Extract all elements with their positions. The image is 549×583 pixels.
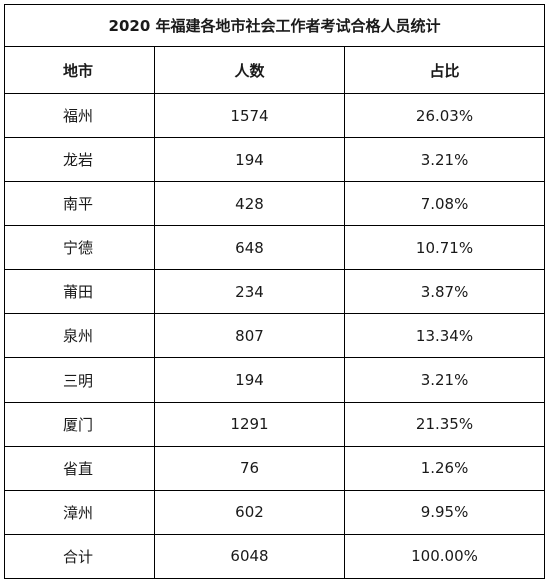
statistics-table: 2020 年福建各地市社会工作者考试合格人员统计 地市 人数 占比 福州 157… xyxy=(3,4,546,580)
total-label-cell: 合计 xyxy=(4,533,155,580)
table-row: 莆田 234 3.87% xyxy=(4,269,546,315)
share-cell: 13.34% xyxy=(343,313,546,359)
count-cell: 76 xyxy=(154,445,345,491)
share-cell: 3.21% xyxy=(343,357,546,403)
count-cell: 602 xyxy=(154,489,345,535)
table-row: 福州 1574 26.03% xyxy=(4,92,546,139)
count-cell: 428 xyxy=(154,181,345,227)
count-cell: 807 xyxy=(154,313,345,359)
count-cell: 194 xyxy=(154,137,345,183)
share-cell: 21.35% xyxy=(343,401,546,447)
header-row: 地市 人数 占比 xyxy=(4,46,546,94)
total-count-cell: 6048 xyxy=(154,533,345,580)
table-row: 南平 428 7.08% xyxy=(4,181,546,227)
region-cell: 南平 xyxy=(4,181,155,227)
table-row: 三明 194 3.21% xyxy=(4,357,546,403)
share-cell: 3.87% xyxy=(343,269,546,315)
region-cell: 福州 xyxy=(4,92,155,139)
count-cell: 194 xyxy=(154,357,345,403)
count-cell: 1291 xyxy=(154,401,345,447)
table-row: 厦门 1291 21.35% xyxy=(4,401,546,447)
table-row: 龙岩 194 3.21% xyxy=(4,137,546,183)
table-title: 2020 年福建各地市社会工作者考试合格人员统计 xyxy=(3,4,546,47)
column-header-region: 地市 xyxy=(4,46,155,94)
count-cell: 1574 xyxy=(154,92,345,139)
statistics-table-container: 2020 年福建各地市社会工作者考试合格人员统计 地市 人数 占比 福州 157… xyxy=(3,4,546,580)
table-row: 省直 76 1.26% xyxy=(4,445,546,491)
region-cell: 宁德 xyxy=(4,225,155,271)
total-row: 合计 6048 100.00% xyxy=(4,533,546,580)
count-cell: 648 xyxy=(154,225,345,271)
title-row: 2020 年福建各地市社会工作者考试合格人员统计 xyxy=(3,4,546,47)
share-cell: 3.21% xyxy=(343,137,546,183)
region-cell: 厦门 xyxy=(4,401,155,447)
count-cell: 234 xyxy=(154,269,345,315)
region-cell: 泉州 xyxy=(4,313,155,359)
total-share-cell: 100.00% xyxy=(343,533,546,580)
share-cell: 7.08% xyxy=(343,181,546,227)
region-cell: 省直 xyxy=(4,445,155,491)
share-cell: 26.03% xyxy=(343,92,546,139)
region-cell: 漳州 xyxy=(4,489,155,535)
column-header-count: 人数 xyxy=(154,46,345,94)
table-row: 宁德 648 10.71% xyxy=(4,225,546,271)
table-row: 泉州 807 13.34% xyxy=(4,313,546,359)
region-cell: 龙岩 xyxy=(4,137,155,183)
region-cell: 莆田 xyxy=(4,269,155,315)
column-header-share: 占比 xyxy=(343,46,546,94)
share-cell: 10.71% xyxy=(343,225,546,271)
table-row: 漳州 602 9.95% xyxy=(4,489,546,535)
region-cell: 三明 xyxy=(4,357,155,403)
share-cell: 1.26% xyxy=(343,445,546,491)
share-cell: 9.95% xyxy=(343,489,546,535)
